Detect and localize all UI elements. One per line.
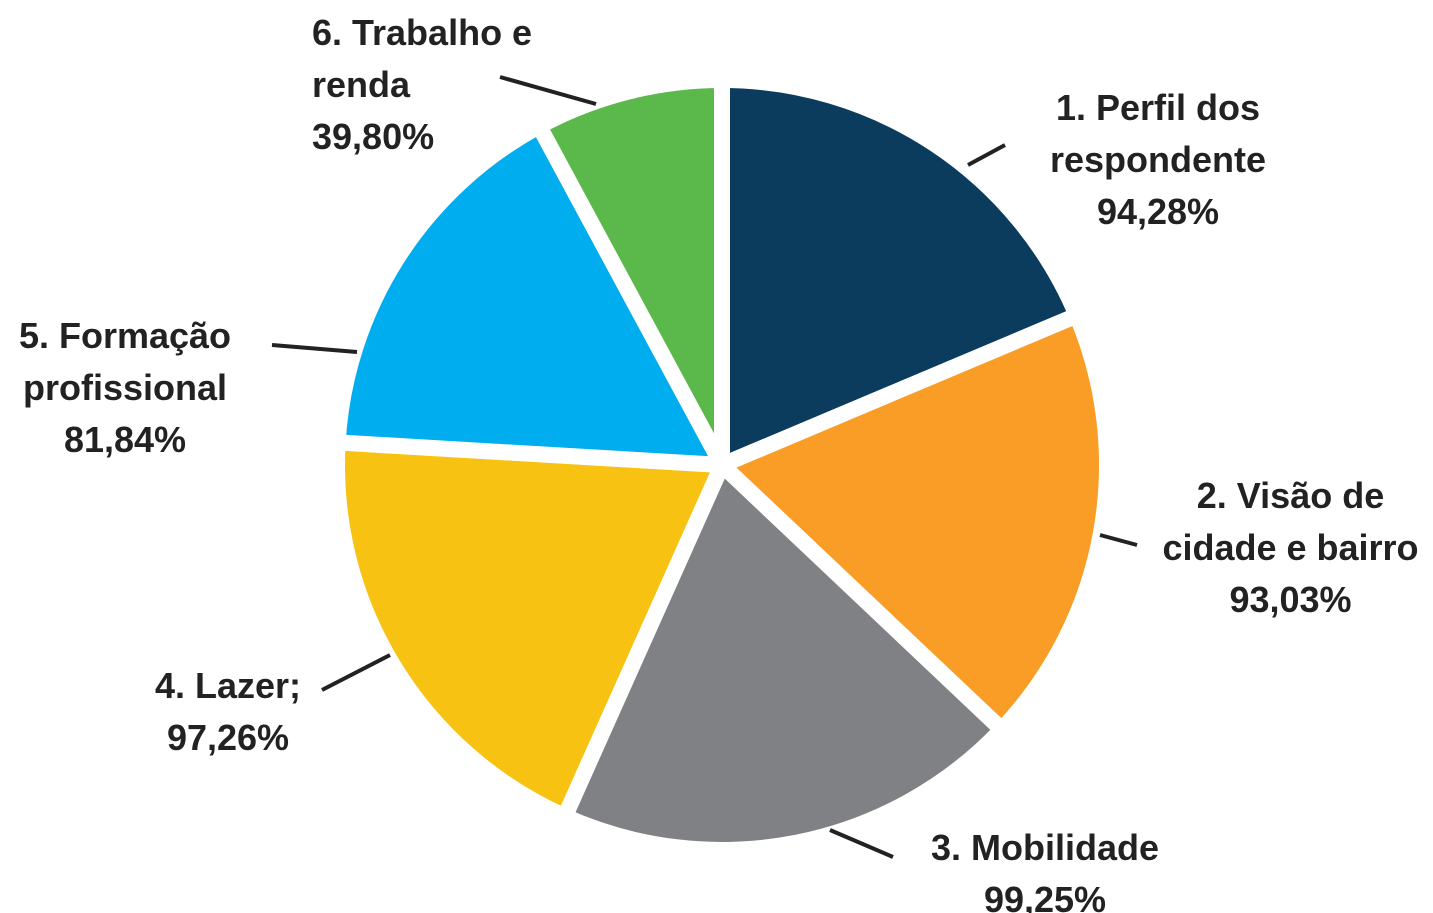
slice-label: 1. Perfil dos respondente 94,28% [1038, 82, 1278, 238]
slice-label: 4. Lazer; 97,26% [143, 660, 313, 764]
value-label: 93,03% [1229, 579, 1352, 620]
value-label: 97,26% [166, 717, 290, 758]
leader-line [321, 653, 391, 692]
slice-label: 3. Mobilidade 99,25% [895, 822, 1195, 913]
category-name: 6. Trabalho e renda [312, 12, 533, 105]
pie-slice [554, 451, 1014, 858]
category-name: 5. Formação profissional [18, 315, 232, 408]
value-label: 81,84% [63, 419, 187, 460]
pie-slice [329, 115, 736, 474]
value-label: 39,80% [312, 116, 435, 157]
category-name: 3. Mobilidade [930, 827, 1160, 868]
category-name: 4. Lazer; [154, 665, 302, 706]
slice-label: 5. Formação profissional 81,84% [10, 310, 240, 466]
leader-line [1099, 533, 1138, 547]
pie-slice [714, 71, 1088, 478]
slice-label: 6. Trabalho e renda 39,80% [312, 7, 557, 163]
value-label: 94,28% [1096, 191, 1220, 232]
pie-slice [329, 433, 735, 828]
pie-slice [528, 71, 730, 469]
leader-line [499, 75, 597, 106]
leader-line [271, 343, 358, 354]
category-name: 1. Perfil dos respondente [1049, 87, 1267, 180]
value-label: 99,25% [983, 879, 1107, 913]
leader-line [829, 828, 894, 859]
slice-label: 2. Visão de cidade e bairro 93,03% [1148, 470, 1433, 626]
leader-line [967, 143, 1006, 167]
category-name: 2. Visão de cidade e bairro [1162, 475, 1419, 568]
slices [329, 71, 1115, 858]
